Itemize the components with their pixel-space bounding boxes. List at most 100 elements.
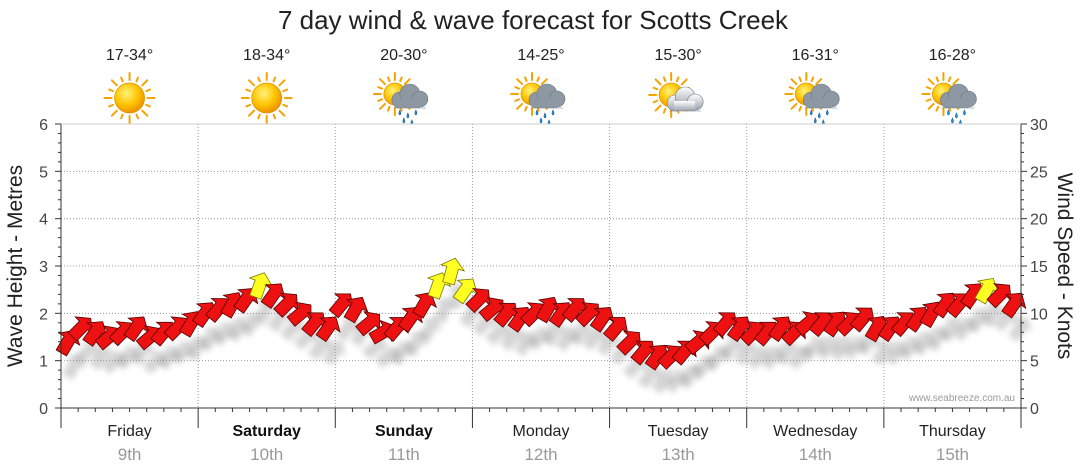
arrow-shadow <box>651 369 676 395</box>
chart-title: 7 day wind & wave forecast for Scotts Cr… <box>278 5 789 35</box>
temp-range-saturday: 18-34° <box>243 47 290 64</box>
wind-arrow <box>260 283 286 310</box>
arrow-shadow <box>115 345 140 370</box>
sun-showers-icon <box>921 72 977 126</box>
y-axis-left-label: Wave Height - Metres <box>4 165 27 367</box>
cloud-shape <box>940 83 977 109</box>
arrow-shadow <box>774 340 799 366</box>
wind-arrow <box>849 307 875 333</box>
date-label-tuesday: 13th <box>662 445 695 464</box>
day-label-friday: Friday <box>107 423 151 440</box>
arrow-shadow <box>746 345 771 370</box>
wind-arrow <box>452 278 478 305</box>
arrow-shadow <box>897 336 922 361</box>
wind-arrow <box>123 316 149 343</box>
y-left-tick-label: 1 <box>39 354 48 371</box>
y-right-tick-label: 5 <box>1030 354 1039 371</box>
arrow-shadow <box>499 327 524 352</box>
sun-rays <box>103 72 156 124</box>
arrow-shadow <box>733 340 758 366</box>
sun-disc <box>114 82 145 114</box>
y-right-tick-label: 0 <box>1030 401 1039 418</box>
arrow-shadow <box>322 340 346 366</box>
wind-arrow <box>726 316 753 343</box>
wind-arrow <box>602 317 629 342</box>
y-right-tick-label: 25 <box>1030 164 1048 181</box>
temp-range-monday: 14-25° <box>517 47 564 64</box>
arrow-shadow <box>526 326 551 351</box>
arrow-shadow <box>211 322 236 347</box>
axes <box>55 123 1027 428</box>
temp-range-tuesday: 15-30° <box>654 47 701 64</box>
y-left-tick-label: 6 <box>39 117 48 134</box>
day-label-thursday: Thursday <box>919 423 986 440</box>
right-axis-ticks: 0 5 10 15 20 25 30 <box>1030 117 1048 418</box>
rain-drops <box>398 109 418 126</box>
temp-range-wednesday: 16-31° <box>792 47 839 64</box>
arrow-shadows <box>62 282 1032 395</box>
y-left-tick-label: 4 <box>39 212 48 229</box>
day-label-sunday: Sunday <box>375 423 433 440</box>
y-axis-right-label: Wind Speed - Knots <box>1053 173 1076 360</box>
arrow-shadow <box>555 326 580 352</box>
wind-arrow <box>355 311 380 337</box>
sun-showers-icon <box>372 72 429 126</box>
rain-drops <box>535 109 555 126</box>
y-left-tick-label: 5 <box>39 164 48 181</box>
day-label-tuesday: Tuesday <box>648 423 709 440</box>
arrow-shadow <box>542 321 566 347</box>
temperature-row: 17-34° 18-34° 20-30° 14-25° 15-30° 16-31° 16-2… <box>106 47 976 64</box>
arrow-shadow <box>829 336 854 361</box>
partly-cloudy-icon <box>648 72 704 118</box>
arrow-shadow <box>198 326 223 352</box>
sun-icon <box>240 72 293 124</box>
arrow-shadow <box>800 335 825 360</box>
day-labels: Friday 9th Saturday 10th Sunday 11th Monday 12t… <box>107 423 985 464</box>
cloud-shape <box>802 83 840 109</box>
arrow-shadow <box>966 307 991 333</box>
arrow-shadow <box>663 369 688 394</box>
arrow-shadow <box>375 344 401 368</box>
arrow-shadow <box>1007 317 1032 342</box>
arrow-shadow <box>939 317 964 342</box>
arrow-shadow <box>418 316 443 343</box>
sun-disc <box>251 82 283 114</box>
y-left-tick-label: 3 <box>39 259 48 276</box>
date-label-monday: 12th <box>524 445 557 464</box>
day-label-wednesday: Wednesday <box>773 423 857 440</box>
date-label-wednesday: 14th <box>799 445 832 464</box>
rain-drops <box>947 109 966 126</box>
y-right-tick-label: 15 <box>1030 259 1048 276</box>
credit-text: www.seabreeze.com.au <box>908 393 1015 404</box>
wind-arrow <box>343 296 369 324</box>
arrow-shadow <box>581 326 606 351</box>
arrow-shadow <box>335 317 360 342</box>
wind-arrow <box>439 257 466 286</box>
wind-arrow <box>616 330 642 356</box>
arrow-shadow <box>101 349 126 374</box>
wind-arrow <box>1001 292 1027 319</box>
arrow-shadow <box>884 340 909 366</box>
day-label-monday: Monday <box>513 423 570 440</box>
arrow-shadow <box>307 336 332 361</box>
sun-showers-icon <box>784 72 840 126</box>
wind-arrows <box>55 257 1027 371</box>
date-label-sunday: 11th <box>388 445 420 464</box>
date-label-saturday: 10th <box>250 445 283 464</box>
y-right-tick-label: 10 <box>1030 306 1048 323</box>
arrow-shadow <box>636 365 661 390</box>
cloud-shape <box>666 86 704 112</box>
arrow-shadow <box>88 345 113 371</box>
arrow-shadow <box>719 336 744 361</box>
sun-rays <box>240 72 293 124</box>
y-left-tick-label: 2 <box>39 306 48 323</box>
arrow-shadow <box>981 302 1005 328</box>
arrow-shadow <box>568 322 593 347</box>
cloud-shape <box>391 83 429 109</box>
wind-arrow <box>986 283 1012 309</box>
date-label-thursday: 15th <box>936 445 969 464</box>
arrow-shadow <box>911 331 936 357</box>
arrow-shadow <box>815 336 840 361</box>
wind-arrow <box>412 292 438 319</box>
